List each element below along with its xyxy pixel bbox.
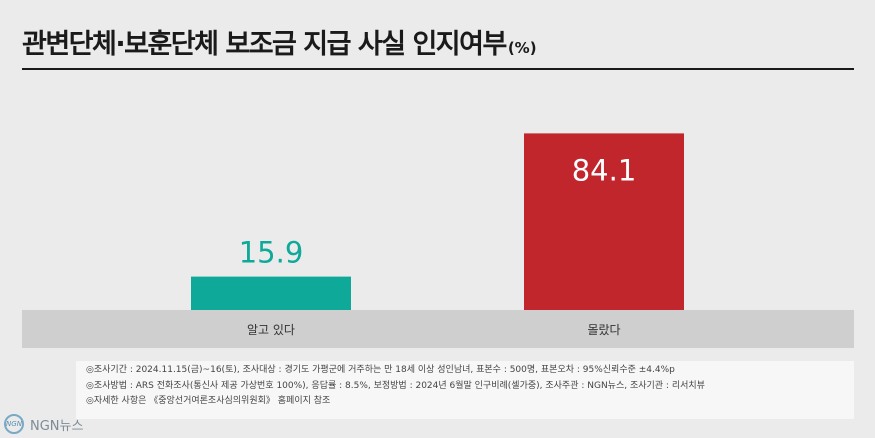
bar [524, 133, 684, 310]
note-line: ◎조사기간 : 2024.11.15(금)~16(토), 조사대상 : 경기도 … [86, 365, 675, 375]
category-label: 몰랐다 [587, 323, 620, 337]
publisher-name: NGN뉴스 [30, 418, 84, 434]
data-label: 84.1 [572, 153, 637, 187]
category-label: 알고 있다 [247, 323, 295, 337]
title-divider [22, 68, 854, 70]
publisher-logo: NGN NGN뉴스 [4, 414, 83, 434]
chart-unit: (%) [507, 39, 537, 57]
survey-notes: ◎조사기간 : 2024.11.15(금)~16(토), 조사대상 : 경기도 … [76, 361, 854, 419]
chart-title: 관변단체·보훈단체 보조금 지급 사실 인지여부 [22, 29, 507, 60]
data-label: 15.9 [239, 236, 304, 270]
bar [191, 276, 351, 310]
bar-chart: 15.9 알고 있다 84.1 몰랐다 [22, 133, 854, 348]
note-line: ◎조사방법 : ARS 전화조사(통신사 제공 가상번호 100%), 응답률 … [86, 380, 705, 391]
ngn-logo-icon: NGN [4, 414, 24, 434]
chart-title-group: 관변단체·보훈단체 보조금 지급 사실 인지여부 (%) [22, 22, 537, 61]
note-line: ◎자세한 사항은 《중앙선거여론조사심의위원회》 홈페이지 참조 [86, 396, 331, 406]
category-axis-band [22, 310, 854, 348]
